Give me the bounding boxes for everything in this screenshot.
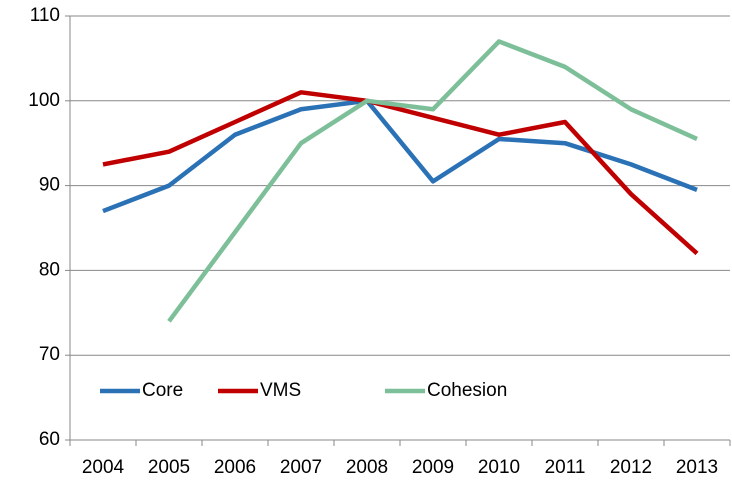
series-line	[167, 39, 698, 323]
x-tick-label: 2006	[214, 457, 256, 478]
x-tick-label: 2012	[610, 457, 652, 478]
legend-label: Core	[142, 380, 183, 401]
y-tick-label: 80	[39, 259, 60, 280]
series-line	[102, 98, 698, 214]
y-tick-label: 110	[30, 5, 60, 26]
x-tick-label: 2013	[676, 457, 718, 478]
x-tick-label: 2009	[412, 457, 454, 478]
x-tick-label: 2005	[148, 457, 190, 478]
x-tick-label: 2011	[545, 457, 586, 478]
x-tick-label: 2004	[82, 457, 125, 478]
x-tick-label: 2008	[346, 457, 388, 478]
x-tick-label: 2007	[280, 457, 322, 478]
y-tick-label: 100	[28, 90, 60, 111]
y-tick-label: 90	[39, 175, 60, 196]
series-line	[102, 90, 699, 256]
y-tick-label: 70	[39, 344, 60, 365]
legend-label: VMS	[260, 380, 301, 401]
y-tick-label: 60	[39, 429, 60, 450]
legend-label: Cohesion	[427, 380, 507, 401]
x-tick-label: 2010	[478, 457, 520, 478]
